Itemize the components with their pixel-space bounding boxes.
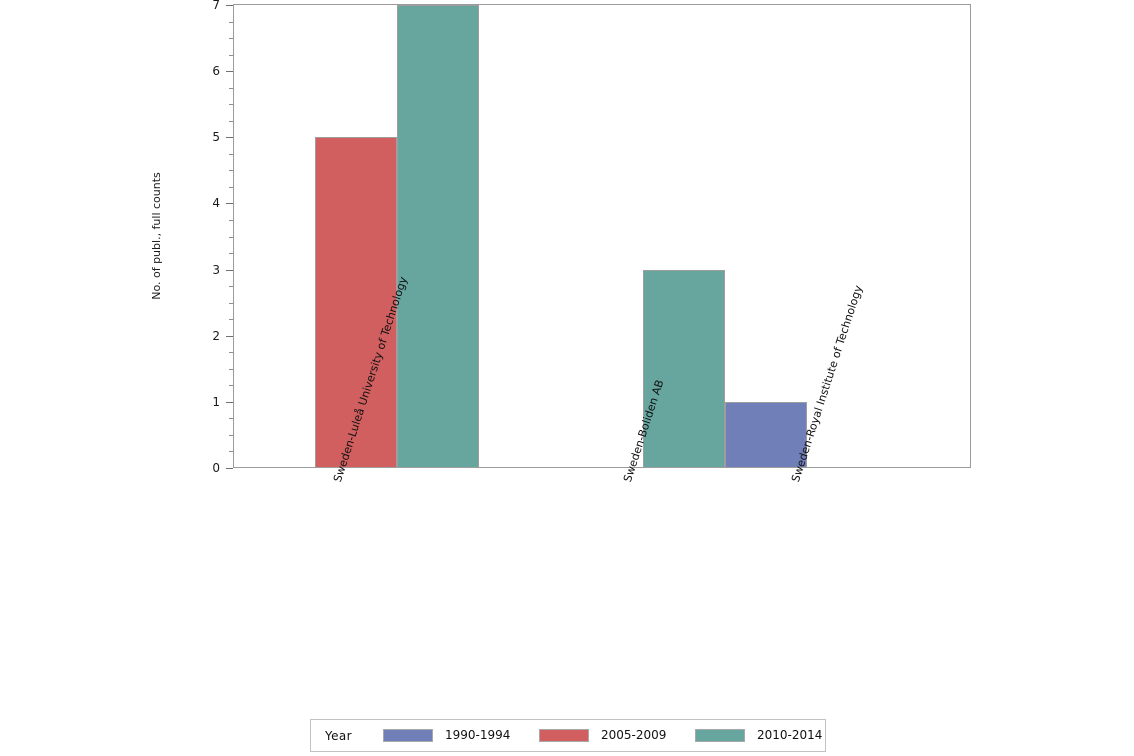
y-tick-major [226, 137, 233, 139]
bar[interactable] [725, 401, 807, 468]
legend-swatch[interactable] [695, 729, 745, 742]
y-tick-major [226, 401, 233, 403]
y-tick-label-text: 0 [212, 461, 220, 475]
y-tick-label-text: 1 [212, 394, 220, 409]
legend-title: Year [325, 729, 353, 743]
legend-swatch[interactable] [383, 729, 433, 742]
y-tick-label-text: 6 [212, 64, 220, 79]
y-tick-minor [229, 54, 233, 56]
y-tick-minor [229, 236, 233, 238]
y-tick-label-text: 2 [212, 328, 220, 343]
y-tick-label: 4 [190, 197, 220, 209]
legend: Year 1990-1994 2005-2009 2010-2014 [310, 719, 826, 752]
y-tick-label: 6 [190, 65, 220, 77]
y-tick-minor [229, 21, 233, 23]
legend-label[interactable]: 1990-1994 [445, 728, 511, 742]
legend-label[interactable]: 2005-2009 [601, 728, 667, 742]
y-tick-minor [229, 186, 233, 188]
y-axis-title-text: No. of publ., full counts [150, 172, 163, 300]
bar[interactable] [397, 5, 479, 468]
bar[interactable] [643, 269, 725, 468]
y-tick-label: 2 [190, 330, 220, 342]
legend-label[interactable]: 2010-2014 [757, 728, 823, 742]
y-tick-minor [229, 219, 233, 221]
y-tick-label: 0 [190, 462, 220, 474]
y-tick-minor [229, 120, 233, 122]
y-tick-label-text: 3 [212, 262, 220, 277]
y-tick-minor [229, 253, 233, 255]
y-tick-major [226, 468, 233, 469]
y-tick-label: 5 [190, 131, 220, 143]
y-tick-minor [229, 170, 233, 172]
bar[interactable] [315, 137, 397, 468]
y-tick-minor [229, 418, 233, 420]
y-tick-major [226, 335, 233, 337]
y-tick-minor [229, 434, 233, 436]
y-tick-minor [229, 451, 233, 453]
y-tick-minor [229, 87, 233, 89]
y-tick-label-text: 7 [212, 0, 220, 12]
y-tick-major [226, 269, 233, 271]
y-tick-label: 1 [190, 396, 220, 408]
y-tick-major [226, 203, 233, 205]
y-tick-major [226, 71, 233, 73]
y-tick-minor [229, 38, 233, 40]
y-tick-minor [229, 286, 233, 288]
y-tick-label: 3 [190, 264, 220, 276]
y-tick-minor [229, 352, 233, 354]
y-axis-title: No. of publ., full counts [144, 156, 170, 316]
y-tick-minor [229, 302, 233, 304]
y-tick-major [226, 5, 233, 6]
y-tick-minor [229, 368, 233, 370]
legend-swatch[interactable] [539, 729, 589, 742]
y-tick-minor [229, 385, 233, 387]
y-tick-label-text: 5 [212, 130, 220, 145]
y-tick-minor [229, 153, 233, 155]
y-tick-minor [229, 104, 233, 106]
y-tick-label: 7 [190, 0, 220, 11]
y-tick-minor [229, 319, 233, 321]
y-tick-label-text: 4 [212, 196, 220, 211]
